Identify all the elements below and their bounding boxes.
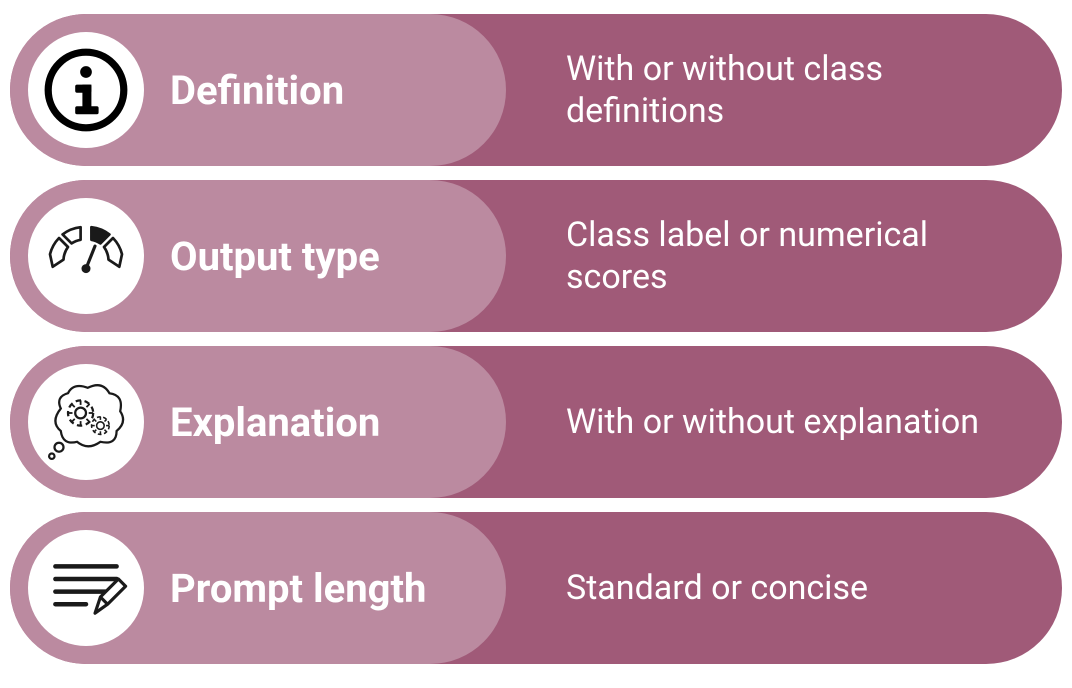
row-definition: Definition With or without class definit… — [10, 14, 1062, 166]
text-edit-icon — [41, 543, 131, 633]
icon-circle — [28, 530, 144, 646]
icon-circle — [28, 198, 144, 314]
row-desc-definition: With or without class definitions — [566, 48, 1026, 133]
row-output-type: Output type Class label or numerical sco… — [10, 180, 1062, 332]
row-title-explanation: Explanation — [170, 399, 380, 446]
row-title-output-type: Output type — [170, 233, 380, 280]
icon-circle — [28, 364, 144, 480]
row-prompt-length: Prompt length Standard or concise — [10, 512, 1062, 664]
icon-circle — [28, 32, 144, 148]
gears-thought-icon — [41, 377, 131, 467]
row-desc-output-type: Class label or numerical scores — [566, 214, 1026, 299]
info-icon — [41, 45, 131, 135]
row-explanation: Explanation With or without explanation — [10, 346, 1062, 498]
row-title-definition: Definition — [170, 67, 344, 114]
row-title-prompt-length: Prompt length — [170, 565, 426, 612]
row-desc-explanation: With or without explanation — [566, 401, 979, 444]
row-desc-prompt-length: Standard or concise — [566, 567, 868, 610]
gauge-icon — [41, 211, 131, 301]
